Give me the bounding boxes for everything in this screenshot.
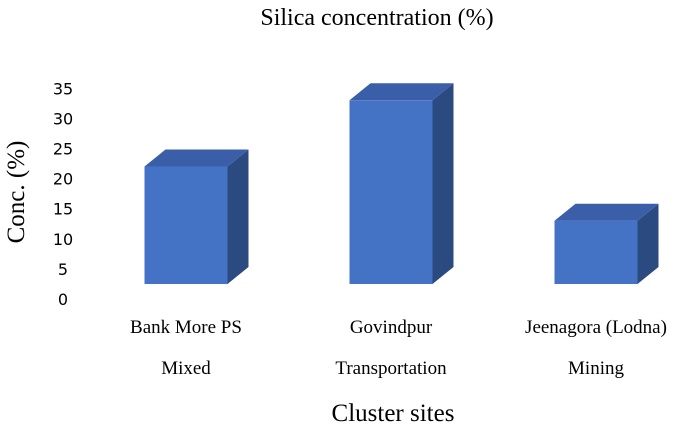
y-tick-label: 5 [58, 260, 68, 279]
y-tick-label: 20 [53, 170, 73, 189]
bar-top [144, 149, 249, 167]
y-axis-label: Conc. (%) [3, 141, 30, 244]
category-site-label: Govindpur [350, 317, 433, 338]
category-site-label: Bank More PS [130, 317, 242, 338]
category-type-label: Mixed [161, 358, 211, 379]
x-axis-label: Cluster sites [332, 400, 455, 427]
bar-side [432, 83, 454, 284]
y-axis-ticks: 0 5 10 15 20 25 30 35 [53, 79, 73, 309]
bar-front [349, 100, 433, 284]
y-tick-label: 10 [53, 230, 73, 249]
y-tick-label: 35 [53, 79, 73, 98]
bar [144, 149, 249, 284]
y-tick-label: 25 [53, 140, 73, 159]
bars [144, 83, 659, 284]
y-tick-label: 0 [58, 290, 68, 309]
bar [349, 83, 454, 284]
bar-front [554, 220, 638, 284]
category-site-label: Jeenagora (Lodna) [525, 317, 667, 338]
category-type-label: Mining [568, 358, 624, 379]
y-tick-label: 15 [53, 200, 73, 219]
bar-side [227, 149, 249, 284]
category-labels: Bank More PS Mixed Govindpur Transportation… [130, 317, 667, 379]
chart-title: Silica concentration (%) [260, 5, 493, 31]
bar-top [349, 83, 454, 101]
bar [554, 203, 659, 284]
bar-front [144, 166, 228, 284]
category-type-label: Transportation [335, 358, 447, 379]
bar-top [554, 203, 659, 221]
y-tick-label: 30 [53, 109, 73, 128]
bar-side [637, 203, 659, 284]
